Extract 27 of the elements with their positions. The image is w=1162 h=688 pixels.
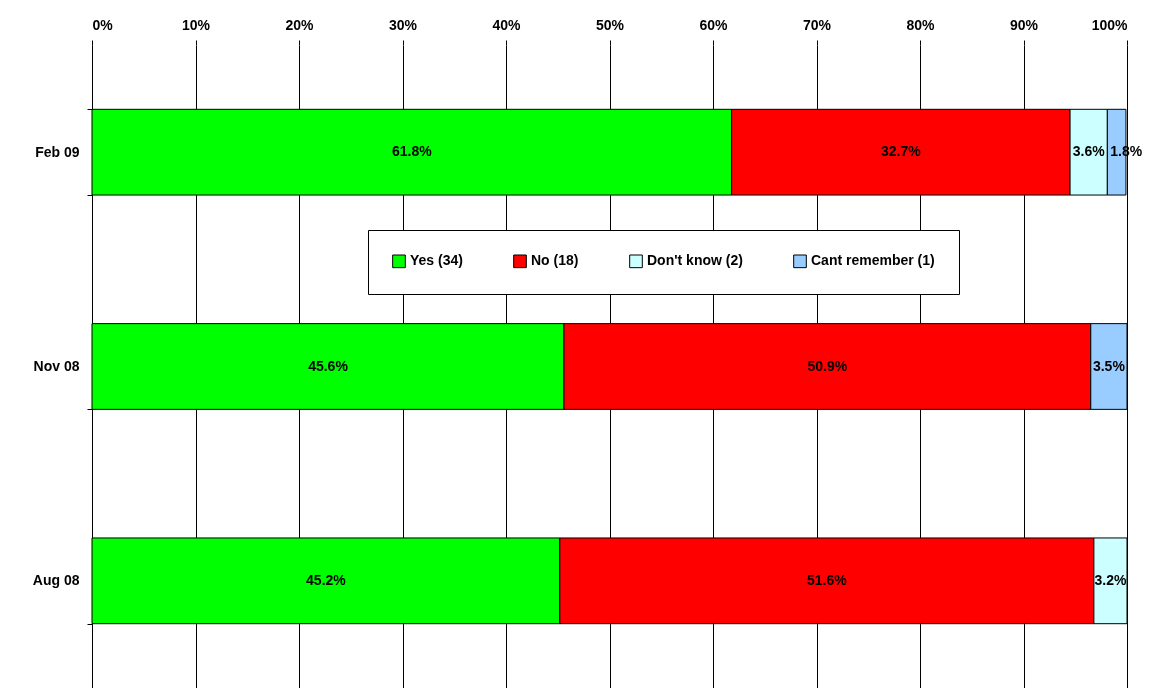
legend-label: Yes (34) — [410, 252, 463, 269]
x-tick-label: 80% — [906, 16, 936, 33]
x-tick-label: 70% — [802, 16, 832, 33]
data-label: 45.2% — [306, 571, 347, 588]
data-label: 50.9% — [807, 357, 848, 374]
legend-label: Cant remember (1) — [811, 252, 935, 269]
x-tick-label: 0% — [92, 16, 114, 33]
y-tick-label: Nov 08 — [33, 358, 80, 374]
x-tick-label: 50% — [595, 16, 625, 33]
data-label: 51.6% — [807, 571, 848, 588]
data-label: 45.6% — [308, 357, 349, 374]
x-tick-label: 60% — [699, 16, 729, 33]
y-tick-label: Feb 09 — [35, 143, 80, 160]
x-tick-label: 100% — [1091, 16, 1129, 33]
data-label: 3.5% — [1092, 357, 1126, 374]
x-tick-label: 20% — [285, 16, 315, 33]
data-label: 61.8% — [391, 143, 433, 160]
x-tick-label: 10% — [181, 16, 211, 33]
data-label: 32.7% — [881, 143, 922, 160]
legend-label: Don't know (2) — [647, 252, 743, 269]
data-label: 3.6% — [1072, 143, 1106, 160]
data-label: 3.2% — [1094, 571, 1127, 588]
x-tick-label: 90% — [1009, 16, 1039, 33]
legend-label: No (18) — [531, 252, 579, 269]
x-tick-label: 30% — [388, 16, 418, 33]
y-tick-label: Aug 08 — [32, 572, 80, 589]
x-tick-label: 40% — [492, 16, 522, 33]
